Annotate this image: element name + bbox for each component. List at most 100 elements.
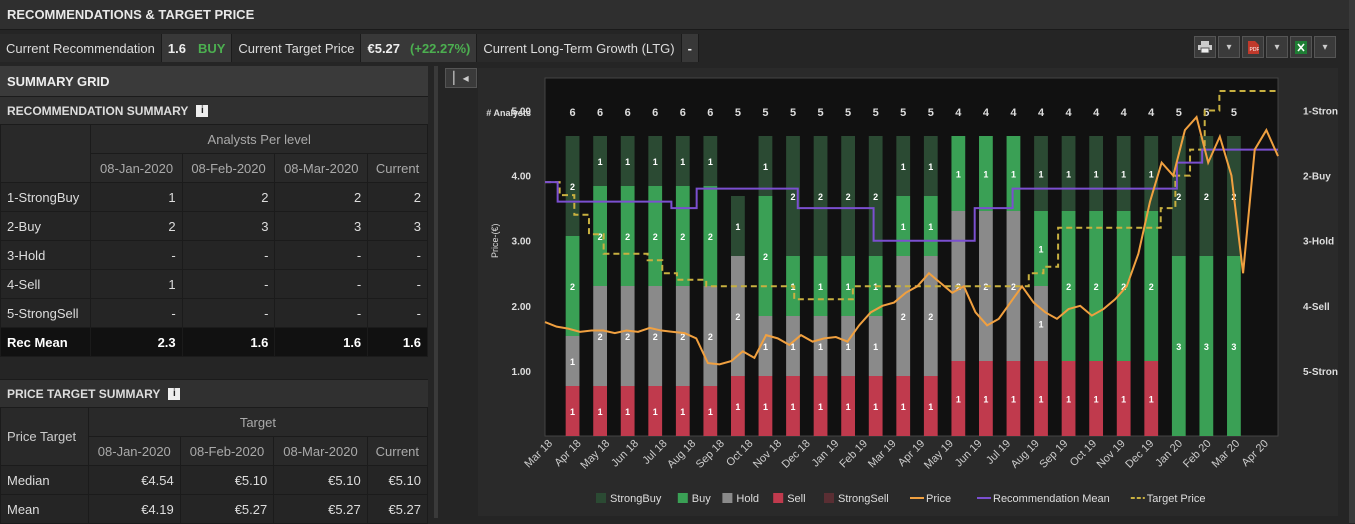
column-header[interactable]: Current (366, 436, 429, 466)
buy-segment-count: 2 (1121, 282, 1126, 292)
column-header[interactable]: 08-Feb-2020 (179, 436, 275, 466)
pdf-dropdown-chevron-icon[interactable]: ▾ (1266, 36, 1288, 58)
hold-segment-count: 2 (680, 332, 685, 342)
column-header[interactable]: 08-Mar-2020 (274, 153, 369, 183)
sell-segment-count: 1 (598, 407, 603, 417)
strongbuy-segment (841, 136, 856, 256)
strongbuy-segment (1034, 136, 1048, 211)
hold-segment-count: 1 (846, 342, 851, 352)
cell-value: 1.6 (274, 327, 369, 357)
sell-segment (620, 386, 635, 436)
hold-segment (868, 316, 883, 376)
strongbuy-segment-count: 2 (846, 192, 851, 202)
buy-segment-count: 2 (570, 282, 575, 292)
strongbuy-segment-count: 1 (735, 222, 740, 232)
strongbuy-segment (675, 136, 690, 186)
panel-splitter[interactable] (434, 66, 438, 518)
buy-segment (703, 186, 718, 286)
cell-value: 1 (90, 269, 183, 299)
rating-level-label: 1-StrongBuy (1303, 107, 1338, 118)
strongbuy-segment-count: 2 (1204, 192, 1209, 202)
sell-segment-count: 1 (680, 407, 685, 417)
collapse-panel-icon[interactable]: ▏◂ (445, 68, 477, 88)
info-bar: Current Recommendation 1.6 BUY Current T… (0, 34, 699, 62)
analyst-count-label: 5 (790, 107, 796, 119)
print-dropdown-chevron-icon[interactable]: ▾ (1218, 36, 1240, 58)
x-tick-label: Sep 19 (1037, 438, 1070, 471)
hold-segment (620, 286, 635, 386)
x-tick-label: Mar 19 (866, 438, 899, 471)
sell-segment-count: 1 (790, 402, 795, 412)
buy-segment-count: 2 (763, 252, 768, 262)
strongbuy-segment-count: 1 (1094, 170, 1099, 180)
cell-value: 1.6 (181, 327, 276, 357)
buy-segment (979, 136, 993, 211)
strongbuy-segment (868, 136, 883, 256)
current-target-price-label: Current Target Price (232, 34, 362, 62)
buy-segment (1227, 256, 1241, 436)
buy-segment-count: 1 (983, 170, 988, 180)
cell-value: - (367, 240, 428, 270)
buy-segment (951, 136, 966, 211)
column-header[interactable]: 08-Jan-2020 (90, 153, 183, 183)
excel-dropdown-chevron-icon[interactable]: ▾ (1314, 36, 1336, 58)
buy-segment-count: 2 (1066, 282, 1071, 292)
sell-segment (786, 376, 800, 436)
analyst-count-label: 5 (762, 107, 768, 119)
sell-segment-count: 1 (735, 402, 740, 412)
hold-segment-count: 2 (598, 332, 603, 342)
strongbuy-segment-count: 1 (708, 157, 713, 167)
column-header[interactable]: Current (367, 153, 428, 183)
x-tick-label: Oct 19 (1068, 438, 1099, 469)
strongbuy-segment-count: 1 (598, 157, 603, 167)
info-icon[interactable]: i (168, 387, 181, 400)
sell-segment (675, 386, 690, 436)
x-tick-label: Jan 19 (810, 438, 842, 470)
chart-container: 1 1 2 2 6 1 2 2 1 6 1 2 2 1 6 1 2 2 1 6 1 2 2 1 6 1 2 2 1 6 1 2 1 5 1 1 2 1 5 1… (478, 68, 1355, 516)
y-tick-label: 1.00 (512, 367, 532, 378)
column-header[interactable]: 08-Feb-2020 (181, 153, 276, 183)
x-tick-label: Nov 18 (751, 438, 784, 471)
row-label: 4-Sell (0, 269, 92, 299)
sell-segment (868, 376, 883, 436)
column-header[interactable]: 08-Jan-2020 (87, 436, 181, 466)
buy-segment-count: 1 (818, 282, 823, 292)
pdf-icon[interactable]: PDF (1242, 36, 1264, 58)
sell-segment-count: 1 (983, 395, 988, 405)
strongbuy-segment (1116, 136, 1131, 211)
analyst-count-label: 5 (873, 107, 879, 119)
sell-segment-count: 1 (708, 407, 713, 417)
hold-segment (841, 316, 856, 376)
column-header[interactable]: 08-Mar-2020 (273, 436, 368, 466)
strongbuy-segment (565, 136, 580, 236)
printer-icon[interactable] (1194, 36, 1216, 58)
cell-value: 3 (367, 211, 428, 241)
table-corner (0, 124, 92, 183)
analysts-per-level-header: Analysts Per level (90, 124, 428, 154)
info-icon[interactable]: i (196, 104, 209, 117)
buy-segment-count: 2 (598, 232, 603, 242)
sell-segment (758, 376, 773, 436)
cell-value: €4.54 (87, 465, 181, 495)
strongbuy-segment (1061, 136, 1076, 211)
buy-segment-count: 2 (1149, 282, 1154, 292)
excel-icon[interactable] (1290, 36, 1312, 58)
buy-segment-count: 3 (1231, 342, 1236, 352)
price-line (544, 114, 1279, 366)
cell-value: 1.6 (367, 327, 428, 357)
x-tick-label: Jan 20 (1153, 438, 1185, 470)
table-row: 1-StrongBuy 1 2 2 2 (0, 182, 428, 212)
buy-segment-count: 1 (846, 282, 851, 292)
sell-segment (979, 361, 993, 436)
analyst-count-label: 5 (845, 107, 851, 119)
row-label: 2-Buy (0, 211, 92, 241)
sell-segment (1089, 361, 1104, 436)
x-tick-label: May 19 (922, 438, 956, 472)
cell-value: €5.27 (179, 494, 275, 524)
page-scrollbar[interactable] (1349, 0, 1355, 523)
cell-value: 1 (90, 182, 183, 212)
strongbuy-segment-count: 1 (763, 162, 768, 172)
sell-segment-count: 1 (1094, 395, 1099, 405)
rec-mean-row: Rec Mean 2.3 1.6 1.6 1.6 (0, 327, 428, 357)
strongbuy-segment-count: 1 (680, 157, 685, 167)
